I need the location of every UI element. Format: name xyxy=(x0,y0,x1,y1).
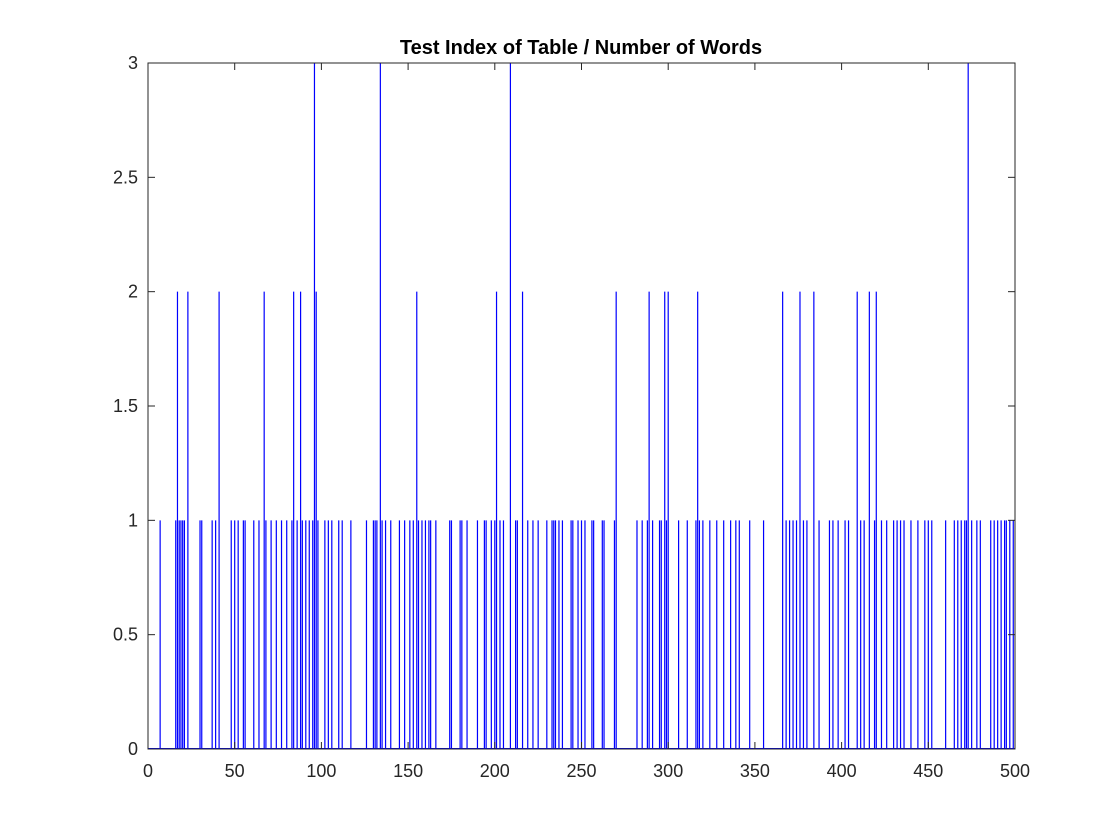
x-tick-label: 100 xyxy=(306,761,336,781)
bar-group xyxy=(148,63,1015,749)
y-tick-label: 2 xyxy=(128,282,138,302)
x-tick-label: 500 xyxy=(1000,761,1030,781)
y-axis: 0 0.5 1 1.5 2 2.5 3 xyxy=(113,53,1015,759)
x-tick-label: 400 xyxy=(827,761,857,781)
y-tick-label: 2.5 xyxy=(113,167,138,187)
chart-title: Test Index of Table / Number of Words xyxy=(400,37,762,59)
y-tick-label: 3 xyxy=(128,53,138,73)
x-axis: 0 50 100 150 200 250 300 350 400 450 500 xyxy=(143,63,1030,781)
x-tick-label: 450 xyxy=(913,761,943,781)
y-tick-label: 1.5 xyxy=(113,396,138,416)
x-tick-label: 50 xyxy=(225,761,245,781)
x-tick-label: 0 xyxy=(143,761,153,781)
x-tick-label: 300 xyxy=(653,761,683,781)
y-tick-label: 0 xyxy=(128,739,138,759)
x-tick-label: 150 xyxy=(393,761,423,781)
x-tick-label: 200 xyxy=(480,761,510,781)
x-tick-label: 350 xyxy=(740,761,770,781)
y-tick-label: 0.5 xyxy=(113,625,138,645)
y-tick-label: 1 xyxy=(128,510,138,530)
x-tick-label: 250 xyxy=(566,761,596,781)
